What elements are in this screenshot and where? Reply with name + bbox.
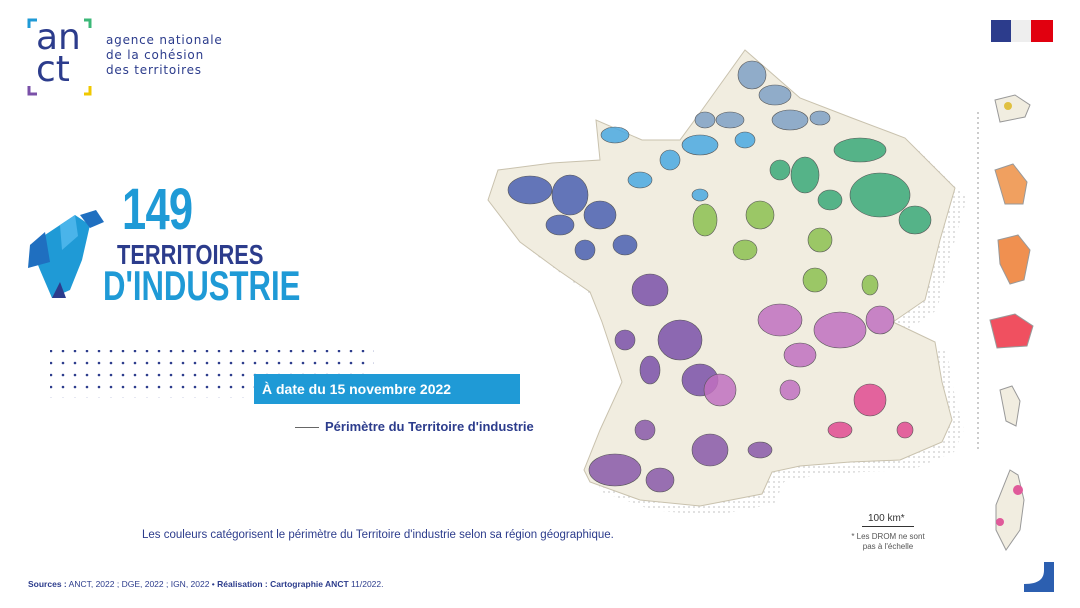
territory <box>747 441 773 459</box>
badge-line: D'INDUSTRIE <box>103 262 301 309</box>
territory <box>849 172 911 218</box>
sources-text: ANCT, 2022 ; DGE, 2022 ; IGN, 2022 • <box>68 579 215 589</box>
france-map <box>487 49 956 507</box>
legend-swatch <box>295 427 319 428</box>
territory <box>817 189 843 211</box>
territory <box>809 110 831 126</box>
territory <box>627 171 653 189</box>
territory <box>853 383 887 417</box>
note-line: pas à l'échelle <box>862 542 914 551</box>
territory <box>694 111 716 129</box>
territory <box>692 203 718 237</box>
scale-label: 100 km* <box>868 513 905 524</box>
territory <box>896 421 914 439</box>
territory <box>639 355 661 385</box>
territory <box>790 156 820 194</box>
territory <box>813 311 867 349</box>
logo-top: an <box>36 17 81 58</box>
territory <box>779 379 801 401</box>
corner-icon <box>1024 562 1054 592</box>
drom-insets <box>977 94 1034 551</box>
territory <box>645 467 675 493</box>
sources: Sources : ANCT, 2022 ; DGE, 2022 ; IGN, … <box>28 579 384 589</box>
territory <box>758 84 792 106</box>
territory <box>865 305 895 335</box>
credit-label: Réalisation : <box>217 579 268 589</box>
territory <box>614 329 636 351</box>
scale-note: * Les DROM ne sont pas à l'échelle <box>838 532 938 552</box>
logo-corners <box>27 18 92 96</box>
logo: an ct <box>28 18 90 96</box>
agency-line: de la cohésion <box>106 48 204 62</box>
territory <box>583 200 617 230</box>
territory <box>807 227 833 253</box>
territory <box>634 419 656 441</box>
agency-line: des territoires <box>106 63 202 77</box>
territory <box>715 111 745 129</box>
scale-bar <box>862 526 914 527</box>
territory <box>657 319 703 361</box>
legend-label: Périmètre du Territoire d'industrie <box>325 419 534 434</box>
territory <box>681 134 719 156</box>
credit-date: 11/2022. <box>351 579 384 589</box>
territory <box>737 60 767 90</box>
territory <box>574 239 596 261</box>
territory <box>771 109 809 131</box>
territory <box>734 131 756 149</box>
territory <box>545 214 575 236</box>
sources-label: Sources : <box>28 579 67 589</box>
caption: Les couleurs catégorisent le périmètre d… <box>142 529 614 541</box>
territory <box>802 267 828 293</box>
territory <box>703 373 737 407</box>
date-label: À date du 15 novembre 2022 <box>254 374 520 404</box>
territory <box>588 453 642 487</box>
territory <box>732 239 758 261</box>
territory <box>769 159 791 181</box>
territory <box>659 149 681 171</box>
agency-name: agence nationale de la cohésion des terr… <box>106 33 223 78</box>
territory <box>833 137 887 163</box>
territory <box>745 200 775 230</box>
credit-name: Cartographie ANCT <box>270 579 349 589</box>
territory <box>757 303 803 337</box>
territory-count: 149 <box>122 177 193 242</box>
rooster-icon <box>28 210 104 298</box>
territories <box>507 60 932 493</box>
territory <box>783 342 817 368</box>
territory <box>631 273 669 307</box>
agency-line: agence nationale <box>106 33 223 47</box>
territory <box>507 175 553 205</box>
territory <box>691 433 729 467</box>
territory <box>898 205 932 235</box>
logo-bottom: ct <box>36 49 70 90</box>
territory <box>551 174 589 216</box>
territory <box>691 188 709 202</box>
territory <box>827 421 853 439</box>
marianne <box>991 20 1053 42</box>
badge-line: TERRITOIRES <box>117 239 264 270</box>
territory <box>600 126 630 144</box>
note-line: * Les DROM ne sont <box>851 532 925 541</box>
territory <box>861 274 879 296</box>
territory <box>612 234 638 256</box>
